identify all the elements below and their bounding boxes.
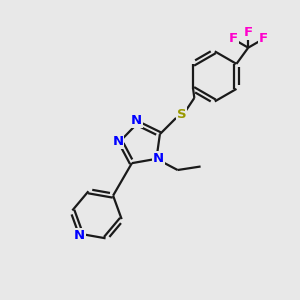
Text: F: F bbox=[259, 32, 268, 45]
Text: F: F bbox=[228, 32, 238, 45]
Text: N: N bbox=[74, 229, 85, 242]
Text: F: F bbox=[244, 26, 253, 39]
Text: N: N bbox=[112, 135, 123, 148]
Text: N: N bbox=[153, 152, 164, 165]
Text: S: S bbox=[177, 108, 186, 121]
Text: N: N bbox=[130, 114, 142, 128]
